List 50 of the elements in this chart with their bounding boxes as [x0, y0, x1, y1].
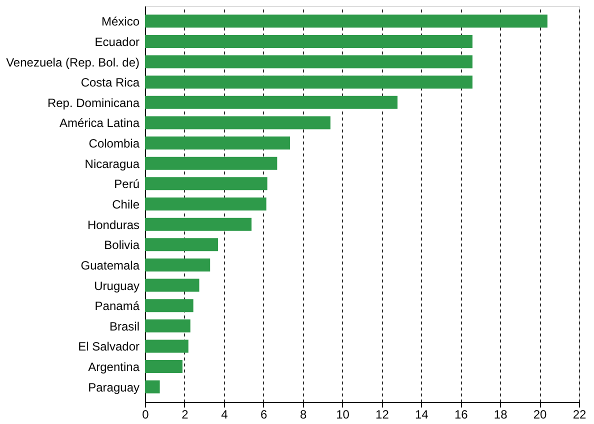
bar [145, 319, 190, 332]
x-tick-label: 8 [300, 408, 307, 422]
x-tick-label: 6 [260, 408, 268, 422]
y-tick-label: Bolivia [104, 238, 140, 252]
x-tick-label: 12 [376, 408, 390, 422]
bar [145, 380, 160, 394]
y-tick-label: Honduras [87, 218, 140, 232]
y-tick-label: Ecuador [94, 34, 140, 49]
x-tick-label: 18 [494, 408, 508, 422]
y-tick-label: América Latina [59, 116, 140, 130]
y-tick-label: Perú [114, 177, 140, 192]
x-tick-label: 14 [415, 408, 429, 422]
y-tick-label: Costa Rica [80, 76, 140, 90]
y-tick-label: Guatemala [80, 258, 140, 272]
bar [145, 177, 268, 190]
bar [145, 55, 472, 68]
bar [145, 156, 278, 170]
bar [145, 218, 252, 231]
x-tick-label: 10 [336, 408, 350, 422]
bar [145, 198, 266, 210]
x-tick-label: 0 [142, 408, 150, 422]
bar [145, 278, 200, 292]
y-tick-label: Uruguay [94, 278, 140, 293]
bar [145, 258, 210, 272]
y-tick-label: Panamá [94, 299, 140, 314]
bar [145, 76, 472, 89]
y-tick-label: El Salvador [78, 340, 140, 354]
bar [145, 340, 188, 353]
y-tick-label: Chile [112, 198, 140, 212]
x-tick-label: 4 [221, 408, 228, 422]
bar [145, 136, 290, 150]
y-tick-label: Brasil [109, 319, 140, 334]
y-tick-label: Nicaragua [84, 156, 140, 171]
y-tick-label: Argentina [88, 360, 140, 374]
bar [145, 360, 182, 374]
x-tick-label: 22 [572, 408, 586, 422]
x-tick-label: 2 [182, 408, 189, 422]
bar [145, 34, 472, 48]
y-tick-label: Venezuela (Rep. Bol. de) [6, 55, 140, 70]
bar [145, 14, 548, 28]
x-tick-label: 16 [454, 408, 468, 422]
y-tick-label: Paraguay [88, 380, 140, 394]
y-tick-label: Rep. Dominicana [47, 96, 140, 110]
x-tick-label: 20 [533, 408, 548, 422]
bar [145, 238, 218, 252]
bar [145, 116, 330, 130]
y-tick-label: México [101, 14, 140, 29]
bar [145, 96, 398, 109]
y-tick-label: Colombia [88, 136, 140, 151]
bar [145, 299, 194, 312]
